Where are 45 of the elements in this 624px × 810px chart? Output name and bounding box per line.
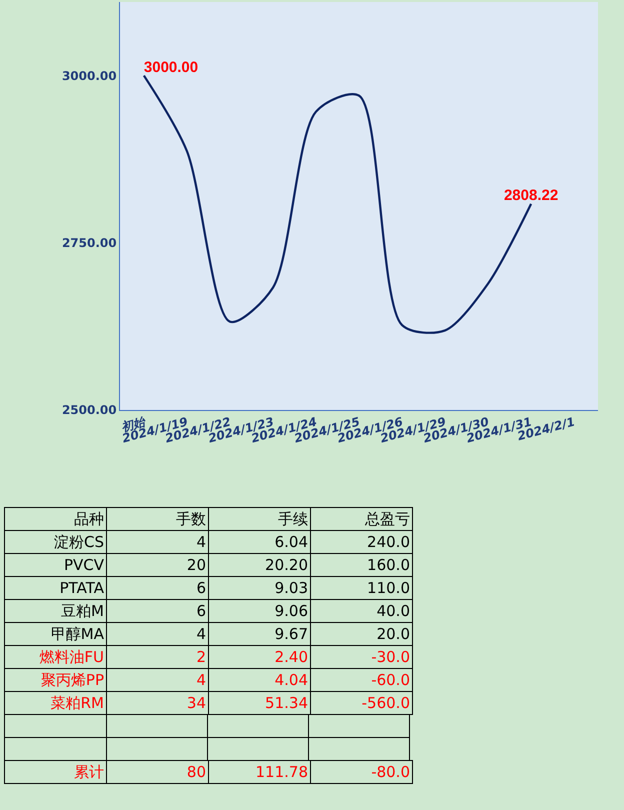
data-label: 34 (106, 692, 208, 714)
x-tick-label: 手数 (106, 508, 208, 530)
y-axis-title: 品种 (4, 508, 106, 530)
data-label: 51.34 (208, 692, 310, 714)
y-tick-label: 累计 (4, 760, 106, 784)
data-label: 4 (106, 530, 208, 554)
data-label: 40.0 (310, 600, 412, 622)
data-label: 3000.00 (144, 58, 198, 76)
data-label: 2.40 (208, 646, 310, 668)
y-tick-label: 菜粕RM (4, 692, 106, 714)
data-label: 110.0 (310, 576, 412, 600)
data-label: -30.0 (310, 646, 412, 668)
data-label: 20.0 (310, 622, 412, 646)
data-label: 9.06 (208, 600, 310, 622)
y-tick-label: PVCV (4, 554, 106, 576)
y-tick-label: 2750.00 (62, 236, 117, 250)
y-tick-label: 豆粕M (4, 600, 106, 622)
data-label: 4 (106, 668, 208, 692)
data-label: 4 (106, 622, 208, 646)
data-label: -80.0 (310, 760, 412, 784)
data-label: 111.78 (208, 760, 310, 784)
data-label: -560.0 (310, 692, 412, 714)
x-tick-label: 总盈亏 (310, 508, 412, 530)
y-tick-label: 3000.00 (62, 68, 117, 83)
data-label: 20 (106, 554, 208, 576)
y-tick-label: 甲醇MA (4, 622, 106, 646)
data-label: 2 (106, 646, 208, 668)
y-tick-label: 聚丙烯PP (4, 668, 106, 692)
data-label: 4.04 (208, 668, 310, 692)
data-label: 20.20 (208, 554, 310, 576)
y-tick-label: 燃料油FU (4, 646, 106, 668)
data-label: 6.04 (208, 530, 310, 554)
data-label: 240.0 (310, 530, 412, 554)
data-label: 80 (106, 760, 208, 784)
x-tick-label: 手续 (208, 508, 310, 530)
y-tick-label: 2500.00 (62, 403, 117, 418)
y-tick-label: PTATA (4, 576, 106, 600)
data-label: -60.0 (310, 668, 412, 692)
data-label: 9.67 (208, 622, 310, 646)
data-label: 2808.22 (504, 187, 558, 204)
data-label: 9.03 (208, 576, 310, 600)
data-label: 6 (106, 600, 208, 622)
data-label: 160.0 (310, 554, 412, 576)
data-label: 6 (106, 576, 208, 600)
y-tick-label: 淀粉CS (4, 530, 106, 554)
